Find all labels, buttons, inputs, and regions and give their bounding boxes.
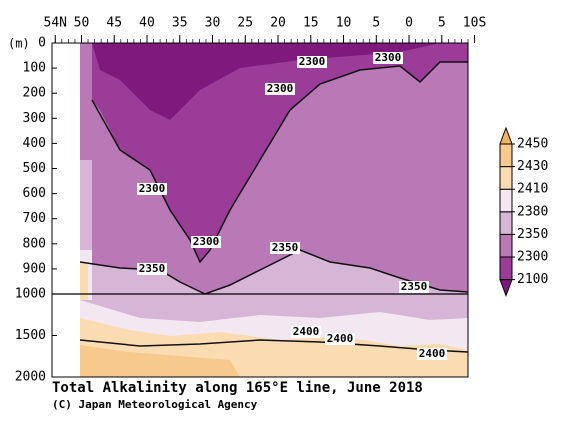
contour-label: 2350: [401, 280, 428, 293]
y-tick-label: 100: [23, 61, 46, 76]
x-tick-label: 30: [205, 16, 221, 31]
colorbar-segment: [499, 143, 513, 168]
y-tick-label: 200: [23, 86, 46, 101]
colorbar-segment: [499, 256, 513, 281]
colorbar-label: 2430: [517, 159, 548, 174]
colorbar-segment: [499, 233, 513, 258]
y-tick-label: 1500: [15, 328, 46, 343]
y-tick-label: 400: [23, 136, 46, 151]
contour-label-bg: [270, 242, 300, 254]
colorbar-label: 2410: [517, 182, 548, 197]
colorbar-segment: [499, 211, 513, 235]
x-tick-label: 50: [74, 16, 90, 31]
colorbar-label: 2450: [517, 137, 548, 152]
contour-label: 2300: [299, 55, 326, 68]
contour-label: 2350: [139, 262, 166, 275]
contour-label: 2300: [139, 182, 166, 195]
band-region: [80, 262, 88, 300]
x-tick-label: 20: [270, 16, 286, 31]
contour-label-bg: [137, 263, 167, 275]
contour-label: 2400: [419, 347, 446, 360]
colorbar-arrow: [499, 279, 513, 298]
y-tick-label: 0: [38, 36, 46, 51]
credit: (C) Japan Meteorological Agency: [52, 398, 258, 411]
x-tick-label: 15: [303, 16, 319, 31]
y-axis-label: (m): [8, 37, 30, 51]
x-tick-label: 5: [372, 16, 380, 31]
contour-label-bg: [373, 52, 403, 64]
contour-label: 2300: [375, 51, 402, 64]
y-tick-label: 600: [23, 186, 46, 201]
x-tick-label: 40: [139, 16, 155, 31]
colorbar-label: 2380: [517, 204, 548, 219]
contour-label: 2350: [272, 241, 299, 254]
chart-title: Total Alkalinity along 165°E line, June …: [52, 380, 423, 396]
band-region: [80, 345, 240, 377]
x-tick-label: 54N: [44, 16, 67, 31]
y-tick-label: 1000: [15, 287, 46, 302]
colorbar-label: 2100: [517, 272, 548, 287]
x-tick-label: 10S: [463, 16, 486, 31]
contour-label: 2300: [267, 82, 294, 95]
contour-label-bg: [417, 348, 447, 360]
colorbar-segment: [499, 188, 513, 213]
colorbar-label: 2300: [517, 250, 548, 265]
contour-label-bg: [297, 56, 327, 68]
y-tick-label: 2000: [15, 370, 46, 385]
contour-label: 2400: [293, 325, 320, 338]
colorbar-arrow: [499, 126, 513, 145]
x-tick-label: 25: [237, 16, 253, 31]
contour-label-bg: [325, 333, 355, 345]
contour-label-bg: [191, 236, 221, 248]
x-tick-label: 0: [405, 16, 413, 31]
contour-label: 2400: [327, 332, 354, 345]
x-tick-label: 5: [438, 16, 446, 31]
y-tick-label: 700: [23, 211, 46, 226]
contour-label: 2300: [193, 235, 220, 248]
colorbar-segment: [499, 166, 513, 190]
contour-label-bg: [265, 83, 295, 95]
y-tick-label: 300: [23, 111, 46, 126]
x-tick-label: 35: [172, 16, 188, 31]
contour-label-bg: [137, 183, 167, 195]
contour-label-bg: [291, 326, 321, 338]
x-tick-label: 45: [106, 16, 122, 31]
y-tick-label: 800: [23, 236, 46, 251]
colorbar-label: 2350: [517, 227, 548, 242]
y-tick-label: 500: [23, 161, 46, 176]
plot-frame: [51, 42, 469, 378]
band-region: [92, 43, 440, 120]
x-tick-label: 10: [336, 16, 352, 31]
y-tick-label: 900: [23, 261, 46, 276]
contour-label-bg: [399, 281, 429, 293]
